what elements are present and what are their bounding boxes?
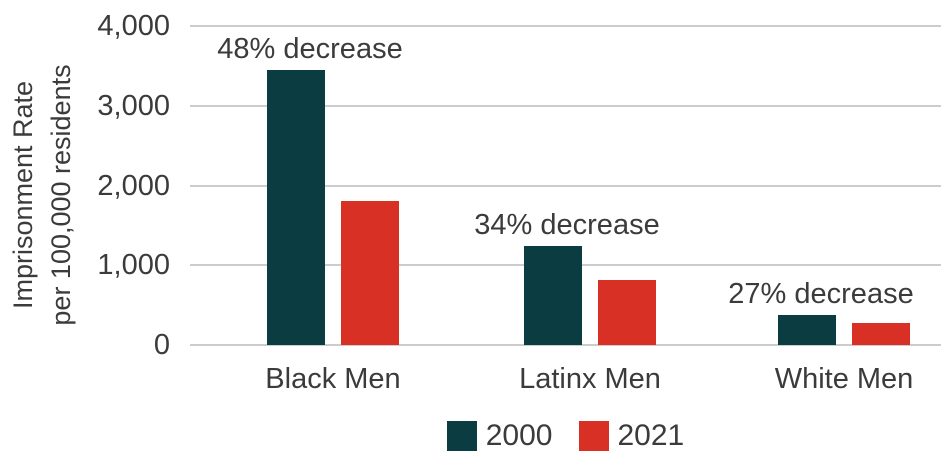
bar-2000-black-men — [267, 70, 325, 345]
legend-label-2021: 2021 — [617, 419, 685, 452]
y-tick-2000: 2,000 — [97, 170, 170, 202]
bar-2000-white-men — [778, 315, 836, 345]
bar-2021-latinx-men — [598, 280, 656, 345]
legend: 2000 2021 — [190, 420, 941, 452]
y-tick-3000: 3,000 — [97, 90, 170, 122]
legend-swatch-2021 — [578, 421, 609, 451]
gridline-4000 — [190, 25, 941, 27]
annotation-white-men: 27% decrease — [728, 278, 914, 310]
gridline-0 — [190, 344, 941, 346]
annotation-latinx-men: 34% decrease — [474, 209, 660, 241]
y-tick-0: 0 — [153, 329, 170, 361]
y-tick-4000: 4,000 — [97, 10, 170, 42]
annotation-black-men: 48% decrease — [217, 33, 403, 65]
legend-item-2021: 2021 — [578, 419, 685, 452]
category-label-latinx-men: Latinx Men — [519, 363, 661, 395]
bar-2021-black-men — [341, 201, 399, 345]
gridline-2000 — [190, 185, 941, 187]
bar-2000-latinx-men — [524, 246, 582, 345]
category-label-black-men: Black Men — [265, 363, 401, 395]
legend-item-2000: 2000 — [446, 419, 553, 452]
legend-swatch-2000 — [446, 421, 477, 451]
y-tick-1000: 1,000 — [97, 249, 170, 281]
plot-area — [190, 25, 941, 346]
category-label-white-men: White Men — [774, 363, 914, 395]
bar-2021-white-men — [852, 323, 910, 345]
legend-label-2000: 2000 — [485, 419, 553, 452]
gridline-3000 — [190, 105, 941, 107]
